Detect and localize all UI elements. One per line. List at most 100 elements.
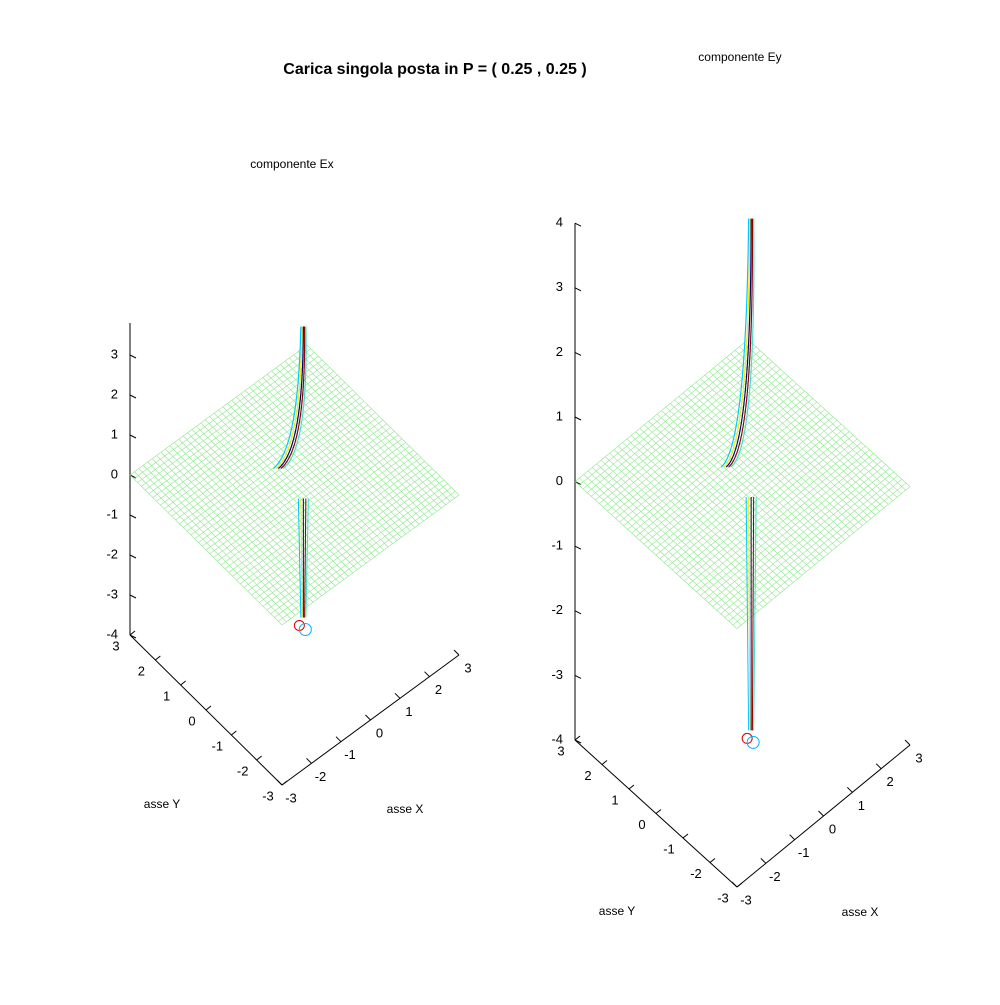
axes: componente Ey -4 -3 -2 -1 0 1 2 3 4 -3 -2 -1 0 1 2 3 -3 -2… — [551, 50, 922, 919]
x-tick-label: -1 — [798, 845, 810, 860]
z-tick-label: 3 — [111, 346, 118, 361]
x-tick-label: -3 — [285, 790, 297, 805]
mesh-line — [743, 342, 906, 491]
z-tick-label: 0 — [556, 473, 563, 488]
x-tick-label: -2 — [315, 769, 327, 784]
mesh-line — [700, 378, 863, 526]
spike — [272, 326, 302, 469]
x-tick — [424, 671, 430, 678]
y-tick — [180, 680, 186, 686]
spike — [720, 218, 750, 468]
mesh-line — [179, 393, 357, 524]
mesh-line — [202, 416, 380, 547]
z-tick — [574, 416, 582, 421]
x-tick — [453, 649, 460, 656]
spike — [725, 218, 752, 468]
spike — [304, 498, 307, 618]
mesh-line — [734, 350, 898, 498]
mesh-line — [156, 371, 334, 502]
mesh-line — [145, 359, 323, 491]
mesh-line — [133, 348, 311, 479]
y-tick-label: -2 — [237, 763, 249, 778]
z-tick-label: 2 — [111, 386, 118, 401]
z-tick-label: 1 — [111, 426, 118, 441]
spike — [723, 218, 751, 468]
z-tick — [574, 287, 582, 292]
mesh-line — [244, 390, 398, 541]
y-tick — [256, 755, 262, 761]
mesh-line — [266, 374, 420, 525]
z-tick-label: -4 — [106, 626, 118, 641]
spike — [275, 326, 303, 469]
y-tick-label: 3 — [557, 743, 564, 758]
mesh-line — [704, 374, 867, 523]
spike — [728, 218, 754, 468]
surface-mesh — [574, 339, 911, 629]
mesh-line — [687, 389, 850, 537]
x-tick — [365, 714, 371, 721]
y-tick — [655, 809, 662, 814]
mesh-line — [297, 351, 451, 502]
mesh-line — [691, 385, 854, 533]
x-tick — [760, 857, 767, 864]
mesh-line — [631, 390, 805, 534]
x-tick — [904, 739, 911, 746]
y-tick-label: 2 — [584, 768, 591, 783]
x-tick-label: 0 — [829, 821, 836, 836]
mesh-line — [665, 406, 829, 555]
charge-marker — [746, 735, 760, 749]
spike — [745, 496, 750, 731]
charge-marker — [298, 623, 312, 636]
y-tick — [129, 630, 136, 636]
mesh-line — [669, 403, 833, 551]
spike — [300, 498, 303, 618]
mesh-line — [695, 381, 859, 530]
mesh-line — [152, 367, 330, 498]
mesh-line — [615, 376, 789, 519]
z-tick — [129, 434, 137, 439]
x-tick — [335, 736, 342, 743]
z-tick-label: 2 — [556, 344, 563, 359]
spike — [730, 218, 755, 468]
figure-title: Carica singola posta in P = ( 0.25 , 0.2… — [283, 61, 586, 78]
mesh-line — [623, 383, 797, 526]
y-tick-label: 2 — [138, 663, 145, 678]
mesh-line — [137, 352, 315, 483]
y-tick — [601, 760, 608, 765]
y-tick-label: 3 — [112, 638, 119, 653]
axes: componente Ex-4-3-2-10123-3-2-10123-3-2-… — [106, 157, 471, 816]
z-tick — [129, 594, 137, 599]
z-tick — [574, 222, 582, 227]
y-axis-label: asse Y — [599, 904, 635, 918]
spike — [748, 496, 751, 731]
x-tick-label: -2 — [769, 869, 781, 884]
y-tick-label: -1 — [663, 841, 675, 856]
z-tick-label: 1 — [556, 408, 563, 423]
y-tick-label: -3 — [717, 890, 729, 905]
y-tick — [682, 833, 689, 839]
y-tick — [205, 705, 212, 711]
mesh-line — [293, 354, 446, 505]
y-tick — [628, 784, 635, 790]
mesh-line — [190, 404, 368, 536]
x-tick — [818, 810, 824, 817]
y-tick-label: -2 — [690, 866, 702, 881]
mesh-line — [674, 399, 837, 548]
z-tick-label: -2 — [551, 602, 563, 617]
mesh-line — [235, 396, 389, 548]
x-tick-label: 3 — [915, 750, 922, 765]
z-tick — [129, 514, 137, 519]
mesh-line — [651, 409, 826, 552]
mesh-line — [258, 380, 411, 531]
y-tick — [231, 730, 237, 736]
spike — [280, 326, 306, 469]
x-tick-label: 0 — [376, 725, 383, 740]
mesh-line — [222, 406, 376, 557]
mesh-line — [194, 408, 372, 539]
mesh-line — [619, 379, 793, 523]
mesh-line — [175, 389, 353, 521]
mesh-line — [160, 374, 338, 506]
mesh-line — [730, 353, 893, 502]
x-tick — [789, 834, 796, 841]
